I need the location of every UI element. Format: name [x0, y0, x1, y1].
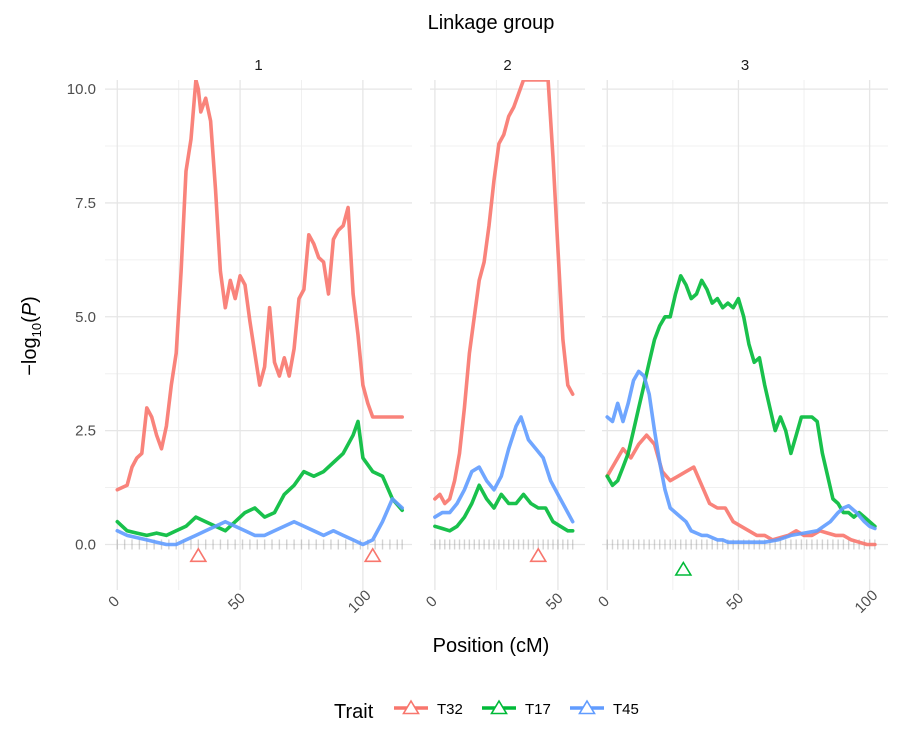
legend-item-t17: T17 — [482, 699, 551, 718]
legend-key-triangle — [402, 699, 420, 715]
facet-label: 1 — [254, 57, 262, 74]
chart-title: Linkage group — [428, 12, 555, 34]
panel-grid — [602, 80, 888, 590]
y-tick-label: 10.0 — [67, 81, 96, 98]
series-line-t45 — [433, 415, 575, 524]
series-lines — [115, 80, 404, 547]
series-line-t32 — [115, 80, 404, 492]
x-tick-label: 50 — [225, 590, 249, 614]
series-lines — [433, 80, 575, 533]
panel-3: 3 0 50 100 — [595, 57, 888, 617]
legend-title: Trait — [334, 701, 374, 723]
x-tick-label: 0 — [423, 593, 441, 611]
y-tick-label: 7.5 — [75, 195, 96, 212]
series-lines — [605, 274, 877, 547]
qtl-triangle-marker — [529, 547, 548, 563]
y-tick-label: 2.5 — [75, 423, 96, 440]
series-line-t45 — [115, 497, 404, 547]
x-tick-label: 100 — [345, 587, 375, 617]
legend-item-t32: T32 — [394, 699, 463, 718]
qtl-triangle-marker — [674, 560, 693, 576]
legend-key-triangle — [490, 699, 508, 715]
x-tick-label: 0 — [595, 593, 613, 611]
legend-item-t45: T45 — [570, 699, 639, 718]
facet-label: 2 — [503, 57, 511, 74]
series-line-t32 — [433, 80, 575, 506]
marker-rug — [434, 539, 574, 550]
x-tick-label: 0 — [105, 593, 123, 611]
legend-label: T17 — [525, 701, 551, 718]
y-axis-tick-labels: 0.0 2.5 5.0 7.5 10.0 — [67, 81, 96, 553]
legend-key-triangle — [578, 699, 596, 715]
series-line-t32 — [605, 433, 877, 547]
y-axis-title: −log10(P) — [19, 296, 44, 376]
y-axis-title-variable: P — [19, 302, 41, 316]
x-tick-label: 50 — [723, 590, 747, 614]
series-line-t17 — [115, 419, 404, 538]
marker-rug — [116, 539, 403, 550]
x-tick-label: 100 — [852, 587, 882, 617]
x-axis-title: Position (cM) — [433, 635, 550, 657]
panel-1: 1 0 50 100 — [105, 57, 412, 617]
y-axis-title-subscript: 10 — [29, 323, 44, 337]
series-line-t17 — [433, 483, 575, 533]
facet-label: 3 — [741, 57, 749, 74]
y-axis-title-prefix: −log — [19, 337, 41, 375]
qtl-triangle-marker — [363, 547, 382, 563]
x-tick-label: 50 — [543, 590, 567, 614]
legend-label: T32 — [437, 701, 463, 718]
legend-label: T45 — [613, 701, 639, 718]
series-line-t17 — [605, 274, 877, 529]
y-tick-label: 5.0 — [75, 309, 96, 326]
legend: Trait T32 T17 T45 — [334, 699, 639, 723]
series-line-t45 — [605, 369, 877, 544]
y-tick-label: 0.0 — [75, 536, 96, 553]
panel-2: 20 50 — [423, 57, 585, 614]
qtl-triangle-marker — [189, 547, 208, 563]
